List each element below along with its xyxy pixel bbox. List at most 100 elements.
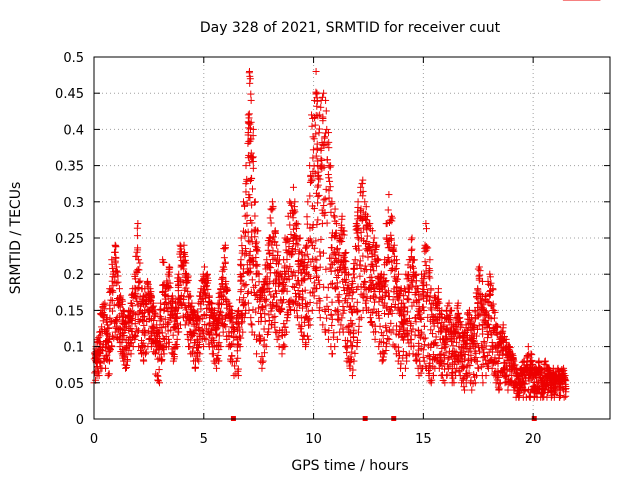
data-point — [158, 356, 166, 364]
data-point — [156, 306, 164, 314]
data-point — [262, 343, 270, 351]
data-point — [250, 198, 258, 206]
data-point — [265, 250, 273, 258]
data-point — [120, 332, 128, 340]
data-point — [288, 245, 296, 253]
data-point — [221, 244, 229, 252]
data-point — [239, 302, 247, 310]
data-point — [141, 326, 149, 334]
data-point — [412, 356, 420, 364]
data-point — [218, 313, 226, 321]
data-point — [328, 350, 336, 358]
data-point — [135, 327, 143, 335]
data-point — [255, 337, 263, 345]
data-point — [117, 294, 125, 302]
data-point — [325, 174, 333, 182]
data-point — [401, 364, 409, 372]
x-tick-label: 0 — [90, 432, 98, 447]
data-point — [322, 107, 330, 115]
data-point — [273, 302, 281, 310]
data-point — [299, 276, 307, 284]
data-point — [198, 295, 206, 303]
data-point — [560, 393, 568, 401]
data-point — [259, 357, 267, 365]
data-point — [164, 335, 172, 343]
data-point — [139, 339, 147, 347]
data-point — [123, 356, 131, 364]
data-point — [210, 336, 218, 344]
data-point — [241, 282, 249, 290]
data-point — [246, 75, 254, 83]
data-point — [426, 377, 434, 385]
data-point — [215, 357, 223, 365]
data-point — [234, 307, 242, 315]
data-point — [317, 103, 325, 111]
data-point — [182, 259, 190, 267]
data-point — [165, 318, 173, 326]
data-point — [320, 89, 328, 97]
data-point — [283, 287, 291, 295]
data-point — [180, 265, 188, 273]
data-point — [322, 96, 330, 104]
data-point — [423, 225, 431, 233]
data-point — [353, 298, 361, 306]
data-point — [361, 198, 369, 206]
data-point — [311, 121, 319, 129]
data-point — [235, 306, 243, 314]
data-point — [294, 287, 302, 295]
data-point — [157, 299, 165, 307]
data-point — [201, 286, 209, 294]
data-point — [191, 363, 199, 371]
data-point — [216, 308, 224, 316]
data-point — [270, 293, 278, 301]
data-point — [205, 293, 213, 301]
x-tick-label: 20 — [525, 432, 542, 447]
data-point — [187, 336, 195, 344]
data-point — [236, 343, 244, 351]
data-point — [220, 254, 228, 262]
data-point — [184, 274, 192, 282]
data-point — [204, 285, 212, 293]
data-point — [237, 234, 245, 242]
data-point — [310, 135, 318, 143]
data-point — [215, 332, 223, 340]
data-point — [265, 311, 273, 319]
data-point — [304, 307, 312, 315]
data-point — [244, 131, 252, 139]
data-point — [246, 159, 254, 167]
data-point — [209, 343, 217, 351]
data-point — [194, 355, 202, 363]
data-point — [285, 275, 293, 283]
data-point — [224, 287, 232, 295]
data-point — [245, 306, 253, 314]
data-point — [102, 364, 110, 372]
data-point — [253, 350, 261, 358]
data-point — [150, 302, 158, 310]
data-point — [96, 339, 104, 347]
data-point — [260, 349, 268, 357]
data-point — [251, 212, 259, 220]
data-point — [106, 318, 114, 326]
data-point — [237, 256, 245, 264]
data-point — [355, 322, 363, 330]
data-point — [242, 245, 250, 253]
data-point — [117, 326, 125, 334]
data-point — [235, 323, 243, 331]
data-point — [408, 234, 416, 242]
data-point — [151, 349, 159, 357]
data-point — [252, 240, 260, 248]
data-point — [111, 259, 119, 267]
data-point — [384, 335, 392, 343]
data-point — [351, 256, 359, 264]
data-point — [180, 250, 188, 258]
data-point — [149, 324, 157, 332]
data-point — [252, 308, 260, 316]
data-point — [269, 233, 277, 241]
data-point — [248, 219, 256, 227]
data-point — [279, 280, 287, 288]
data-point — [113, 268, 121, 276]
data-point — [245, 269, 253, 277]
data-point — [115, 285, 123, 293]
data-point — [129, 302, 137, 310]
data-point — [249, 164, 257, 172]
